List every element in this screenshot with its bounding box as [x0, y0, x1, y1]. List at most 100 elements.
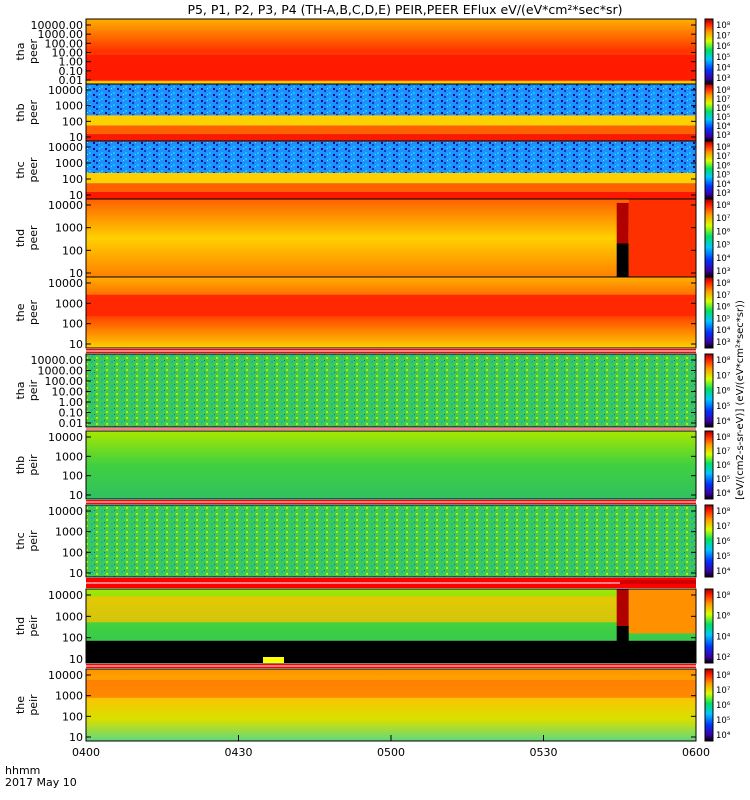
- heatmap-block: [616, 626, 629, 663]
- colorbar-tick-label: 10⁴: [716, 632, 731, 642]
- y-tick-label: 1000.00: [38, 28, 84, 41]
- colorbar-tick-label: 10⁴: [716, 567, 731, 577]
- colorbar-tick-label: 10⁷: [716, 32, 731, 42]
- y-tick-label: 10: [69, 131, 83, 144]
- y-axis-label-species: peir: [27, 694, 40, 716]
- colorbar: [704, 430, 714, 500]
- colorbar-tick-label: 10⁸: [716, 591, 731, 601]
- colorbar-tick-label: 10³: [716, 338, 730, 348]
- heatmap-band: [86, 183, 696, 193]
- colorbar-tick-label: 10⁷: [716, 522, 731, 532]
- y-tick-label: 10: [69, 489, 83, 502]
- colorbar-tick-label: 10⁸: [716, 143, 731, 153]
- colorbar: [704, 668, 714, 742]
- panel-the-peir: 10000 1000 100 10 the peir 10⁸ 10⁷ 10⁶ 10⁵ 10⁴: [14, 668, 731, 744]
- y-tick-label: 10000: [48, 277, 83, 290]
- colorbar-tick-label: 10³: [716, 267, 730, 277]
- colorbar-tick-label: 10⁴: [716, 122, 731, 132]
- colorbar-tick-label: 10⁷: [716, 686, 731, 696]
- colorbar-tick-label: 10⁶: [716, 701, 731, 711]
- colorbar-tick-label: 10³: [716, 189, 730, 199]
- y-tick-label: 10.00: [52, 386, 84, 399]
- y-tick-label: 10000: [48, 84, 83, 97]
- x-date-label: 2017 May 10: [5, 776, 77, 789]
- status-strip-divider: [86, 582, 696, 584]
- heatmap-band: [86, 640, 696, 663]
- y-tick-label: 1000: [55, 157, 83, 170]
- panel-thb-peir: 10000 1000 100 10 thb peir 10⁸ 10⁷ 10⁶ 10⁵ 10⁴: [14, 430, 731, 502]
- y-tick-label: 10000: [48, 431, 83, 444]
- colorbar: [704, 353, 714, 428]
- colorbar-tick-label: 10³: [716, 131, 730, 141]
- heatmap-band: [86, 134, 696, 141]
- heatmap-block: [628, 199, 696, 277]
- y-tick-label: 10: [69, 338, 83, 351]
- y-tick-label: 10: [69, 267, 83, 280]
- heatmap-block: [628, 589, 696, 634]
- y-tick-label: 10: [69, 653, 83, 666]
- panel-frame: [85, 353, 697, 428]
- panel-frame: [85, 276, 697, 349]
- panel-thc-peir: 10000 1000 100 10 thc peir 10⁸ 10⁷ 10⁶ 10⁵ 10⁴: [14, 504, 731, 580]
- y-axis-label-probe: thb: [14, 103, 27, 121]
- colorbar-tick-label: 10⁴: [716, 731, 731, 741]
- y-tick-label: 1000: [55, 100, 83, 113]
- panel-frame: [85, 504, 697, 578]
- y-tick-label: 100: [62, 115, 83, 128]
- colorbar-tick-label: 10⁸: [716, 507, 731, 517]
- status-strip: [263, 657, 284, 663]
- colorbar-tick-label: 10⁷: [716, 95, 731, 105]
- y-tick-label: 0.10: [59, 407, 84, 420]
- y-axis-label-species: peer: [27, 157, 40, 183]
- colorbar-tick-label: 10⁵: [716, 402, 730, 412]
- y-axis-label-species: peir: [27, 530, 40, 552]
- y-tick-label: 1000: [55, 297, 83, 310]
- panel-frame: [85, 430, 697, 500]
- y-axis-label-species: peir: [27, 454, 40, 476]
- y-axis-label-species: peir: [27, 379, 40, 401]
- colorbar: [704, 504, 714, 578]
- panel-thd-peir: 10000 1000 100 10 thd peir 10⁸ 10⁶ 10⁴ 10²: [14, 588, 731, 666]
- colorbar-label: [eV/(cm2-s-sr-eV)] (eV/(eV*cm²*sec*sr)): [735, 300, 746, 500]
- y-axis-label-species: peer: [27, 39, 40, 65]
- colorbar-tick-label: 10⁴: [716, 180, 731, 190]
- x-tick-label: 0600: [682, 746, 710, 759]
- x-tick-label: 0430: [225, 746, 253, 759]
- colorbar-tick-label: 10⁸: [716, 671, 731, 681]
- colorbar-tick-label: 10⁷: [716, 371, 731, 381]
- colorbar: [704, 83, 714, 142]
- colorbar: [704, 140, 714, 200]
- y-tick-label: 1000: [55, 690, 83, 703]
- colorbar: [704, 18, 714, 85]
- y-tick-label: 10: [69, 189, 83, 202]
- y-tick-label: 10.00: [52, 47, 84, 60]
- colorbar: [704, 198, 714, 278]
- y-tick-label: 10000: [48, 141, 83, 154]
- y-tick-label: 10000: [48, 589, 83, 602]
- y-tick-label: 10000.00: [31, 354, 84, 367]
- colorbar-tick-label: 10⁷: [716, 152, 731, 162]
- y-tick-label: 0.10: [59, 65, 84, 78]
- spectrogram-panels: 10000.001000.00100.0010.001.000.100.01th…: [14, 18, 731, 744]
- y-tick-label: 1000: [55, 610, 83, 623]
- status-strip-divider: [86, 428, 696, 430]
- heatmap-block: [616, 243, 629, 277]
- heatmap-body: [86, 431, 696, 499]
- colorbar-tick-label: 10⁷: [716, 447, 731, 457]
- status-strip-divider: [86, 350, 696, 352]
- y-tick-label: 10000: [48, 669, 83, 682]
- colorbar-tick-label: 10⁶: [716, 612, 731, 622]
- y-tick-label: 100: [62, 546, 83, 559]
- y-tick-label: 100: [62, 632, 83, 645]
- heatmap-band: [86, 192, 696, 199]
- colorbar-tick-label: 10⁸: [716, 201, 731, 211]
- colorbar-tick-label: 10⁴: [716, 489, 731, 499]
- y-tick-label: 10: [69, 731, 83, 744]
- colorbar-tick-label: 10⁶: [716, 42, 731, 52]
- y-tick-label: 1.00: [59, 56, 84, 69]
- y-axis-label-species: peer: [27, 100, 40, 126]
- colorbar-tick-label: 10⁸: [716, 433, 731, 443]
